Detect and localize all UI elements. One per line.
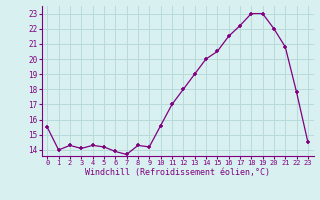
X-axis label: Windchill (Refroidissement éolien,°C): Windchill (Refroidissement éolien,°C) [85, 168, 270, 177]
